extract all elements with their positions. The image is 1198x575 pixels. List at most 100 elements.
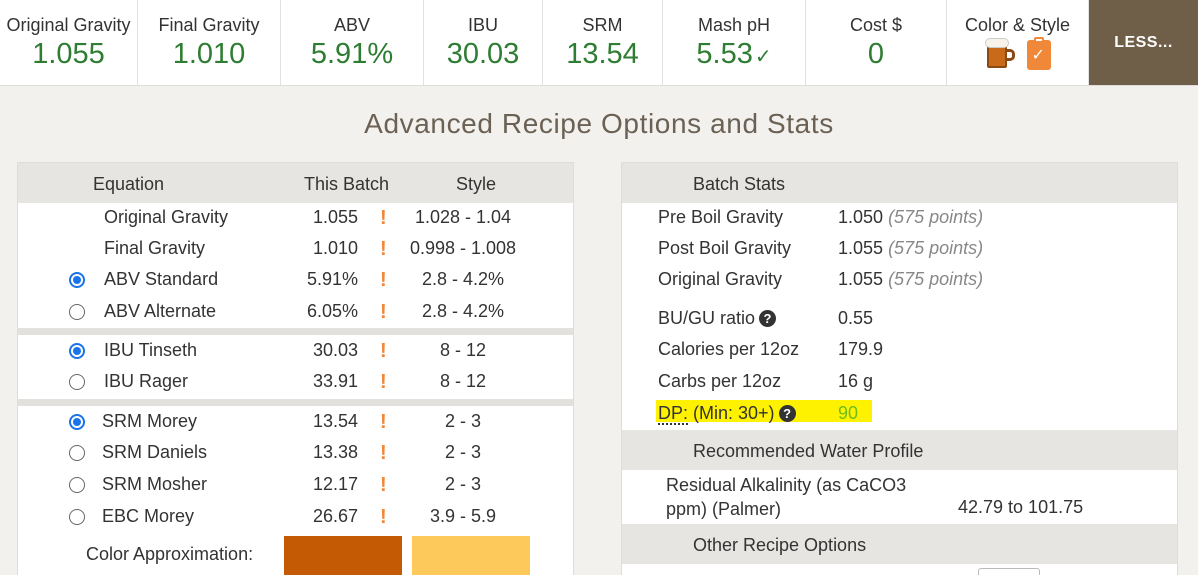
batch-stats-panel: Batch Stats Pre Boil Gravity 1.050 (575 … [621,162,1178,575]
stat-label: ABV [333,15,371,35]
srm-morey-radio[interactable] [69,414,85,430]
header-this-batch: This Batch [304,174,390,194]
stat-value: 1.055 (575 points) [838,269,983,290]
stat-key-text: BU/GU ratio [658,308,756,328]
stat-row: Post Boil Gravity 1.055 (575 points) [622,234,1177,265]
stat-row: Original Gravity 1.055 (575 points) [622,265,1177,296]
style-range: 2.8 - 4.2% [421,269,505,289]
residual-alkalinity-line1: Residual Alkalinity (as CaCO3 [666,475,907,495]
water-profile-header: Recommended Water Profile [622,430,1177,470]
stat-abv: ABV 5.91% [281,0,424,85]
color-approximation-row: Color Approximation: [18,536,573,575]
stat-value: 1.055 (575 points) [838,238,983,259]
water-profile-title: Recommended Water Profile [693,441,924,461]
stat-cost: Cost $ 0 [806,0,947,85]
batch-value: 30.03 [312,340,358,360]
table-row: Original Gravity 1.055 ! 1.028 - 1.04 [18,203,573,234]
clipboard-check-icon[interactable]: ✓ [1026,37,1051,70]
stat-key: Carbs per 12oz [658,371,782,391]
stat-label: Original Gravity [6,15,131,35]
table-row: EBC Morey 26.67 ! 3.9 - 5.9 [18,502,573,533]
warning-icon: ! [380,238,387,260]
stat-color-style: Color & Style ✓ [947,0,1089,85]
stat-label: SRM [582,15,623,35]
color-approximation-label: Color Approximation: [86,544,254,564]
equation-name: SRM Daniels [102,442,208,462]
warning-icon: ! [380,207,387,229]
warning-icon: ! [380,506,387,528]
residual-alkalinity-label: Residual Alkalinity (as CaCO3 ppm) (Palm… [666,473,906,521]
stat-number: 1.055 [838,238,884,258]
batch-value: 1.010 [312,238,358,258]
stat-value: 1.010 [172,38,246,70]
batch-value: 1.055 [312,207,358,227]
dp-key: DP: (Min: 30+)? [658,403,796,425]
help-icon[interactable]: ? [759,310,777,327]
abv-standard-radio[interactable] [69,272,85,288]
stat-note: (575 points) [888,238,984,258]
divider [18,399,573,406]
stat-key: BU/GU ratio? [658,308,777,329]
style-range: 2 - 3 [444,411,482,431]
stat-number: 16 g [838,371,874,391]
table-row: SRM Morey 13.54 ! 2 - 3 [18,407,573,438]
batch-value: 6.05% [306,301,358,321]
stat-ibu: IBU 30.03 [424,0,543,85]
residual-alkalinity-line2: ppm) (Palmer) [666,499,782,519]
batch-value: 13.38 [312,442,358,462]
help-icon[interactable]: ? [778,405,796,422]
ebc-morey-radio[interactable] [69,509,85,525]
style-range: 8 - 12 [439,371,487,391]
other-options-title: Other Recipe Options [693,535,867,555]
abv-alternate-radio[interactable] [69,304,85,320]
table-row: Final Gravity 1.010 ! 0.998 - 1.008 [18,234,573,265]
batch-stats-title: Batch Stats [693,174,786,194]
stat-value: 1.055 [32,38,105,70]
stat-final-gravity: Final Gravity 1.010 [138,0,281,85]
stat-label: Color & Style [964,15,1071,35]
batch-value: 33.91 [312,371,358,391]
stat-value: 5.91% [310,38,394,70]
stat-row: Pre Boil Gravity 1.050 (575 points) [622,203,1177,234]
stat-original-gravity: Original Gravity 1.055 [0,0,138,85]
option-input[interactable] [978,568,1040,575]
warning-icon: ! [380,442,387,464]
dp-value: 90 [838,403,859,423]
stat-value: 30.03 [446,38,520,70]
stat-number: 179.9 [838,339,884,359]
stat-key: Original Gravity [658,269,783,289]
equation-name: EBC Morey [102,506,195,526]
stat-note: (575 points) [888,269,984,289]
stat-value: 5.53 ✓ [696,36,771,75]
color-style-icons: ✓ [984,37,1051,70]
header-equation: Equation [93,174,165,194]
warning-icon: ! [380,411,387,433]
table-row: SRM Mosher 12.17 ! 2 - 3 [18,470,573,501]
equation-name: ABV Alternate [104,301,217,321]
warning-icon: ! [380,474,387,496]
stat-value-text: 5.53 [696,38,753,70]
style-range: 0.998 - 1.008 [409,238,517,258]
stat-value: 13.54 [566,38,639,70]
stat-number: 0.55 [838,308,874,328]
style-range: 1.028 - 1.04 [414,207,512,227]
ibu-rager-radio[interactable] [69,374,85,390]
srm-daniels-radio[interactable] [69,445,85,461]
srm-mosher-radio[interactable] [69,477,85,493]
divider [18,328,573,335]
stat-mash-ph: Mash pH 5.53 ✓ [663,0,806,85]
style-range: 3.9 - 5.9 [429,506,497,526]
stat-row: Calories per 12oz 179.9 [622,335,1177,366]
less-button[interactable]: LESS... [1089,0,1198,85]
equation-name: IBU Tinseth [104,340,198,360]
style-range: 2 - 3 [444,442,482,462]
stat-key: Calories per 12oz [658,339,800,359]
warning-icon: ! [380,301,387,323]
batch-stats-header: Batch Stats [622,163,1177,203]
stat-key: Post Boil Gravity [658,238,792,258]
beer-mug-icon[interactable] [984,38,1015,70]
batch-color-swatch [284,536,402,575]
dp-abbr[interactable]: DP: [658,403,689,425]
stat-value: 1.050 (575 points) [838,207,983,228]
ibu-tinseth-radio[interactable] [69,343,85,359]
